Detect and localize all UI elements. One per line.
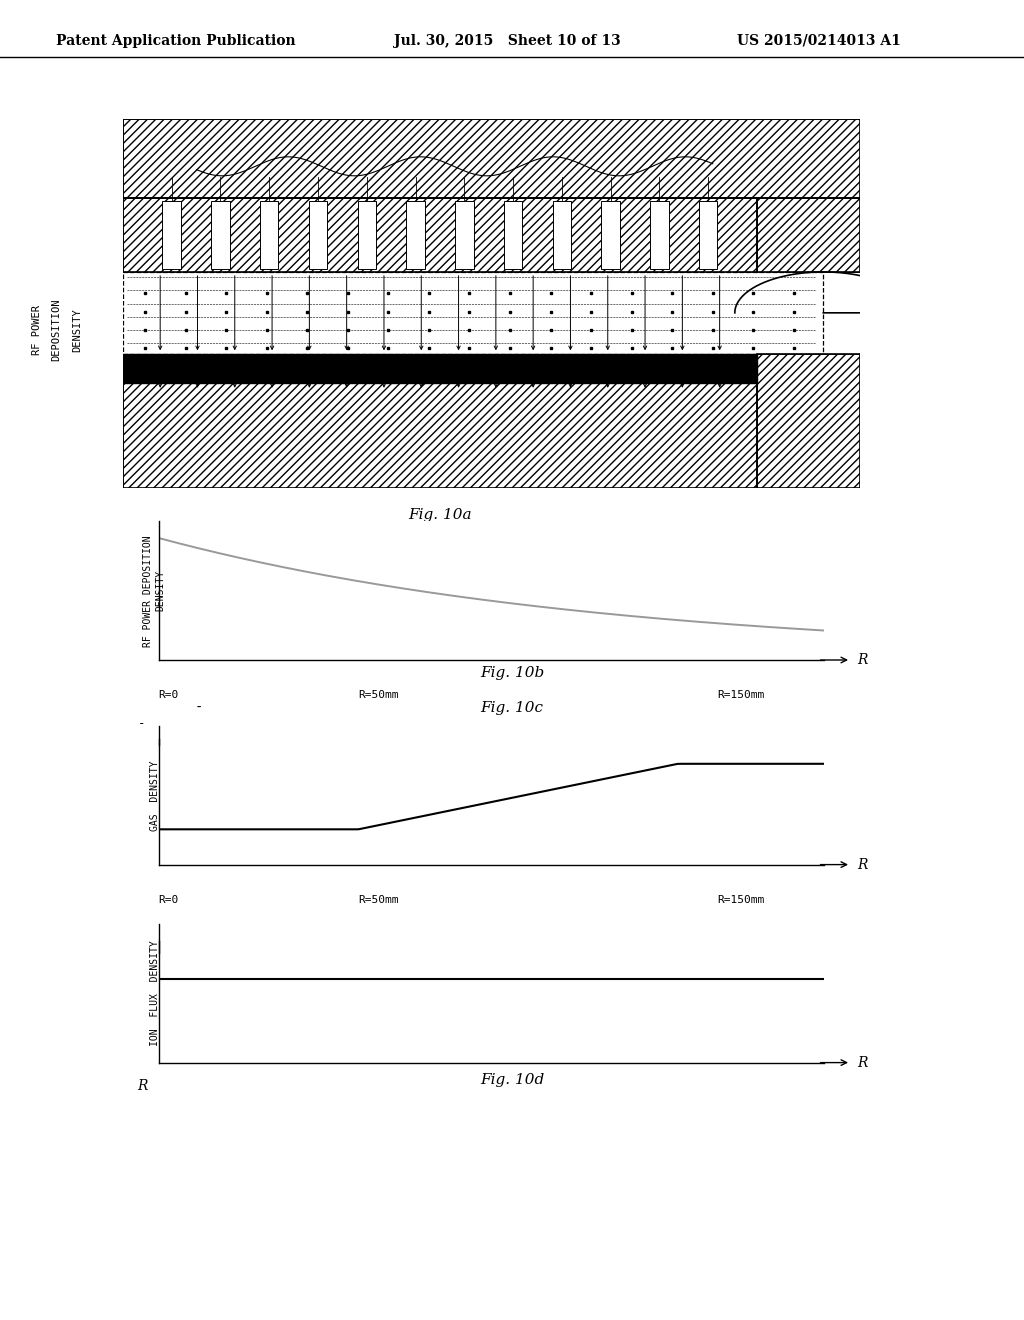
Text: Patent Application Publication: Patent Application Publication — [56, 34, 296, 48]
Text: DENSITY: DENSITY — [72, 308, 82, 352]
Polygon shape — [650, 201, 669, 269]
Polygon shape — [553, 201, 571, 269]
Polygon shape — [357, 201, 376, 269]
Text: R=0: R=0 — [159, 690, 179, 701]
Text: R=150mm: R=150mm — [718, 690, 765, 701]
Y-axis label: RF POWER DEPOSITION
DENSITY: RF POWER DEPOSITION DENSITY — [143, 535, 166, 647]
Polygon shape — [757, 354, 860, 488]
Polygon shape — [407, 201, 425, 269]
Text: Fig. 10c: Fig. 10c — [480, 701, 544, 714]
Polygon shape — [455, 201, 473, 269]
Text: Fig. 10d: Fig. 10d — [480, 1073, 544, 1086]
Text: Jul. 30, 2015   Sheet 10 of 13: Jul. 30, 2015 Sheet 10 of 13 — [394, 34, 621, 48]
Text: R: R — [858, 858, 868, 871]
Polygon shape — [504, 201, 522, 269]
Text: R: R — [137, 1080, 147, 1093]
Polygon shape — [260, 201, 279, 269]
Text: RF POWER: RF POWER — [32, 305, 42, 355]
Text: R: R — [858, 1056, 868, 1069]
Polygon shape — [211, 201, 229, 269]
Polygon shape — [123, 119, 860, 198]
Text: -: - — [195, 701, 203, 714]
Polygon shape — [123, 272, 823, 354]
Y-axis label: GAS  DENSITY: GAS DENSITY — [150, 760, 160, 830]
Polygon shape — [601, 201, 620, 269]
Polygon shape — [699, 201, 718, 269]
Text: Fig. 10b: Fig. 10b — [480, 667, 544, 680]
Text: US 2015/0214013 A1: US 2015/0214013 A1 — [737, 34, 901, 48]
Polygon shape — [123, 383, 757, 488]
Text: R=150mm: R=150mm — [718, 895, 765, 906]
Text: Fig. 10a: Fig. 10a — [409, 508, 472, 521]
Polygon shape — [757, 198, 860, 272]
Text: DEPOSITION: DEPOSITION — [51, 298, 61, 362]
Text: R=50mm: R=50mm — [358, 895, 398, 906]
Text: R=50mm: R=50mm — [358, 690, 398, 701]
Text: -: - — [138, 717, 145, 730]
Y-axis label: ION  FLUX  DENSITY: ION FLUX DENSITY — [150, 940, 160, 1047]
Text: R: R — [858, 653, 868, 667]
Polygon shape — [163, 201, 181, 269]
Polygon shape — [123, 198, 757, 272]
Polygon shape — [123, 354, 757, 383]
Text: R=0: R=0 — [159, 895, 179, 906]
Polygon shape — [309, 201, 328, 269]
